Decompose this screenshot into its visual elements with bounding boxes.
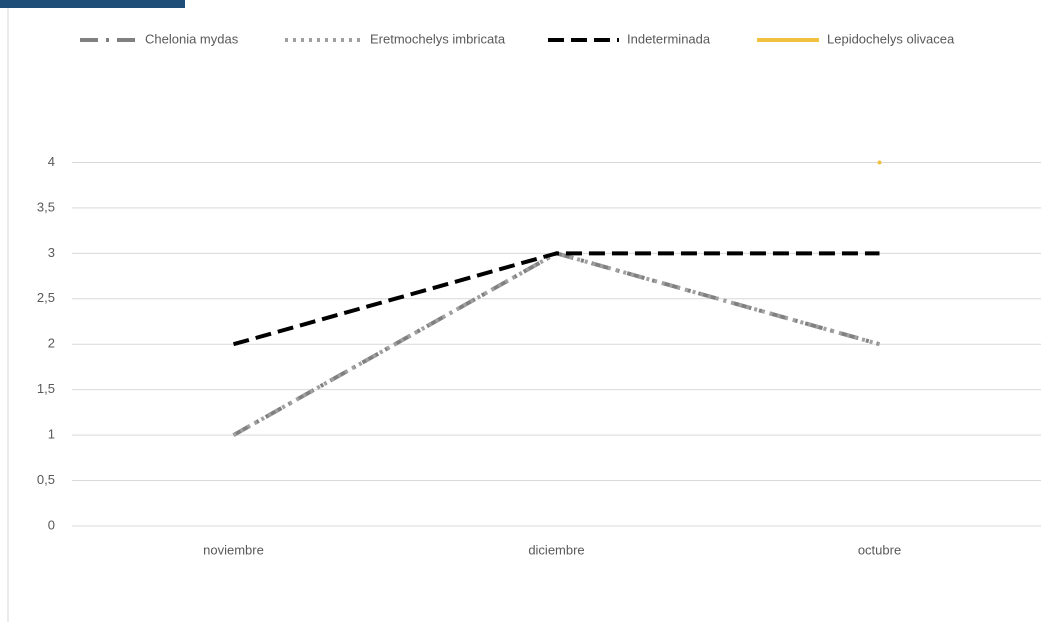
y-tick-label: 2,5 xyxy=(37,290,55,305)
y-tick-label: 1 xyxy=(48,427,55,442)
y-tick-label: 3 xyxy=(48,245,55,260)
legend-label: Indeterminada xyxy=(627,31,711,46)
legend-label: Chelonia mydas xyxy=(145,31,239,46)
y-tick-label: 0 xyxy=(48,517,55,532)
y-tick-label: 0,5 xyxy=(37,472,55,487)
y-tick-label: 2 xyxy=(48,336,55,351)
series-line xyxy=(232,251,880,347)
x-tick-label: diciembre xyxy=(528,542,584,557)
x-tick-label: noviembre xyxy=(203,542,264,557)
line-point xyxy=(877,160,882,165)
legend-label: Eretmochelys imbricata xyxy=(370,31,506,46)
legend-label: Lepidochelys olivacea xyxy=(827,31,955,46)
y-tick-label: 4 xyxy=(48,154,55,169)
y-tick-label: 3,5 xyxy=(37,199,55,214)
y-tick-label: 1,5 xyxy=(37,381,55,396)
banner xyxy=(0,0,185,8)
x-tick-label: octubre xyxy=(858,542,901,557)
